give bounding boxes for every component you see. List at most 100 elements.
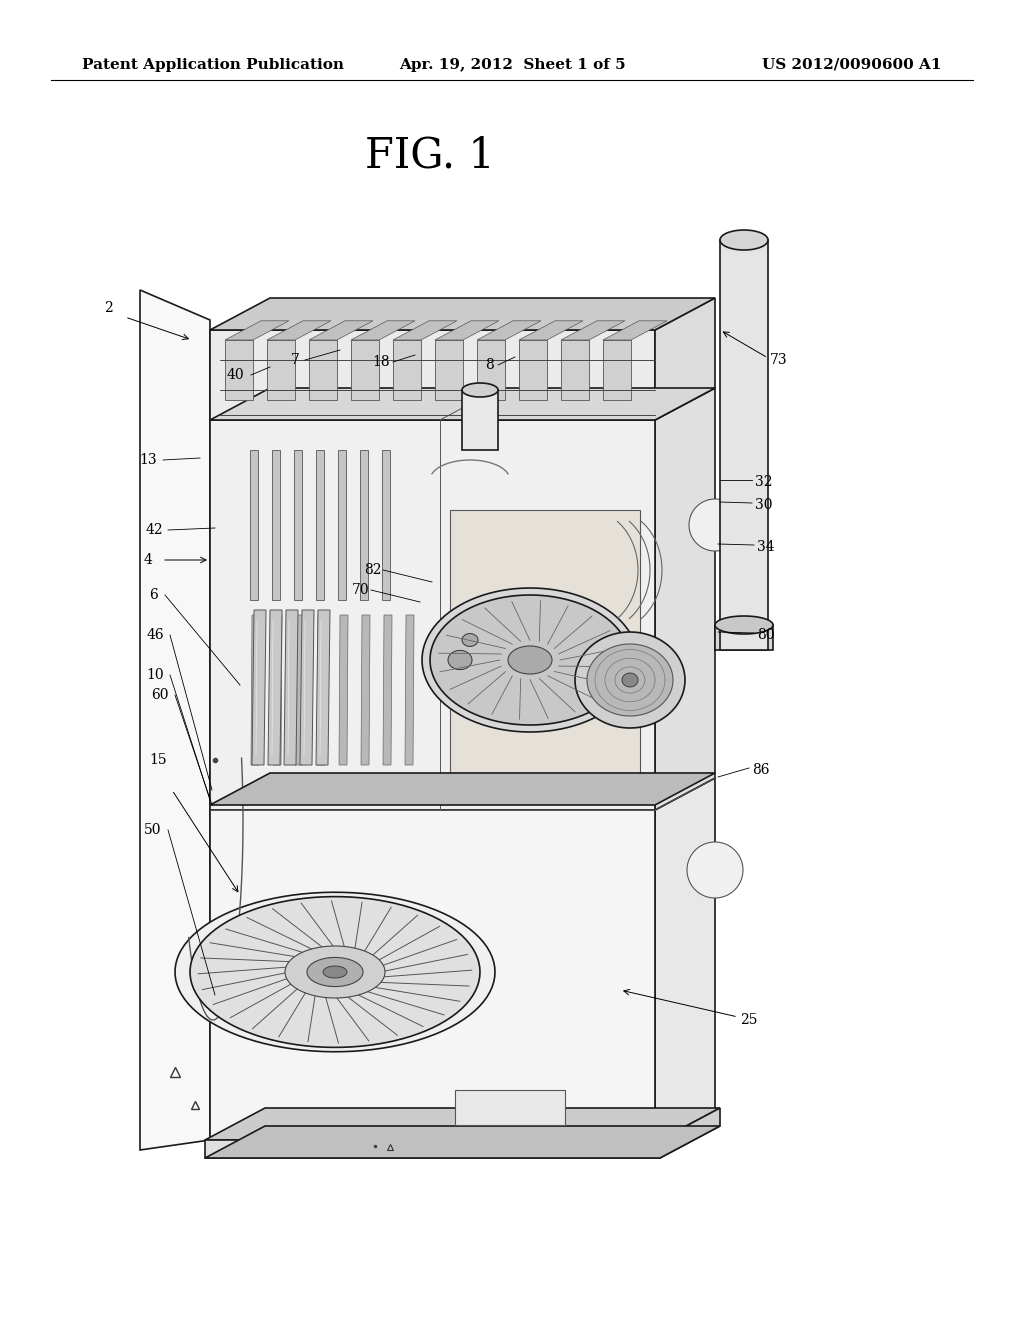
Polygon shape (285, 946, 385, 998)
Polygon shape (462, 634, 478, 647)
Polygon shape (294, 450, 302, 601)
Polygon shape (687, 842, 743, 898)
Polygon shape (300, 610, 314, 766)
Text: 42: 42 (145, 523, 163, 537)
Polygon shape (508, 645, 552, 675)
Polygon shape (175, 892, 495, 1052)
Polygon shape (655, 388, 715, 810)
Text: Patent Application Publication: Patent Application Publication (82, 58, 344, 73)
Polygon shape (272, 450, 280, 601)
Polygon shape (660, 1107, 720, 1158)
Polygon shape (225, 321, 289, 341)
Polygon shape (295, 615, 304, 766)
Text: 80: 80 (757, 628, 774, 642)
Polygon shape (210, 330, 655, 420)
Polygon shape (210, 774, 715, 805)
Polygon shape (252, 610, 266, 766)
Polygon shape (435, 341, 463, 400)
Polygon shape (561, 321, 625, 341)
Text: US 2012/0090600 A1: US 2012/0090600 A1 (763, 58, 942, 73)
Polygon shape (210, 420, 655, 810)
Polygon shape (477, 321, 541, 341)
Polygon shape (455, 1090, 565, 1125)
Polygon shape (309, 321, 373, 341)
Text: Apr. 19, 2012  Sheet 1 of 5: Apr. 19, 2012 Sheet 1 of 5 (398, 58, 626, 73)
Polygon shape (205, 1107, 720, 1140)
Polygon shape (317, 615, 326, 766)
Polygon shape (210, 810, 655, 1140)
Text: 46: 46 (146, 628, 164, 642)
Polygon shape (316, 610, 330, 766)
Polygon shape (450, 510, 640, 789)
Polygon shape (689, 499, 741, 550)
Polygon shape (351, 321, 415, 341)
Polygon shape (393, 341, 421, 400)
Polygon shape (338, 450, 346, 601)
Polygon shape (603, 341, 631, 400)
Polygon shape (406, 615, 414, 766)
Text: 2: 2 (103, 301, 113, 315)
Polygon shape (309, 341, 337, 400)
Polygon shape (720, 230, 768, 249)
Polygon shape (323, 966, 347, 978)
Text: 32: 32 (755, 475, 772, 488)
Text: 8: 8 (485, 358, 495, 372)
Text: 30: 30 (755, 498, 772, 512)
Polygon shape (715, 616, 773, 634)
Polygon shape (273, 615, 282, 766)
Text: 70: 70 (352, 583, 370, 597)
Text: 60: 60 (152, 688, 169, 702)
Polygon shape (284, 610, 298, 766)
Polygon shape (205, 1140, 660, 1158)
Polygon shape (225, 341, 253, 400)
Text: 10: 10 (146, 668, 164, 682)
Polygon shape (382, 450, 390, 601)
Polygon shape (575, 632, 685, 729)
Polygon shape (715, 624, 773, 649)
Polygon shape (140, 290, 210, 1150)
Polygon shape (561, 341, 589, 400)
Text: 50: 50 (144, 822, 162, 837)
Polygon shape (462, 389, 498, 450)
Polygon shape (422, 587, 638, 733)
Text: 25: 25 (740, 1012, 758, 1027)
Polygon shape (449, 651, 472, 669)
Polygon shape (655, 777, 715, 1140)
Polygon shape (205, 1126, 720, 1158)
Text: 34: 34 (757, 540, 774, 554)
Polygon shape (267, 341, 295, 400)
Polygon shape (190, 896, 480, 1047)
Polygon shape (316, 450, 324, 601)
Text: 86: 86 (752, 763, 769, 777)
Text: 82: 82 (365, 564, 382, 577)
Polygon shape (307, 957, 362, 986)
Polygon shape (339, 615, 348, 766)
Polygon shape (361, 615, 370, 766)
Text: 73: 73 (770, 352, 787, 367)
Polygon shape (430, 595, 630, 725)
Polygon shape (267, 321, 331, 341)
Polygon shape (210, 388, 715, 420)
Text: 6: 6 (148, 587, 158, 602)
Polygon shape (251, 615, 260, 766)
Polygon shape (519, 341, 547, 400)
Polygon shape (720, 240, 768, 649)
Polygon shape (435, 321, 499, 341)
Polygon shape (268, 610, 282, 766)
Text: 7: 7 (291, 352, 299, 367)
Polygon shape (250, 450, 258, 601)
Polygon shape (622, 673, 638, 686)
Polygon shape (210, 298, 715, 330)
Polygon shape (655, 298, 715, 420)
Polygon shape (462, 383, 498, 397)
Text: 4: 4 (143, 553, 153, 568)
Text: 15: 15 (150, 752, 167, 767)
Polygon shape (383, 615, 392, 766)
Polygon shape (393, 321, 457, 341)
Polygon shape (587, 644, 673, 715)
Polygon shape (351, 341, 379, 400)
Text: FIG. 1: FIG. 1 (366, 135, 495, 176)
Polygon shape (603, 321, 667, 341)
Text: 13: 13 (139, 453, 157, 467)
Polygon shape (360, 450, 368, 601)
